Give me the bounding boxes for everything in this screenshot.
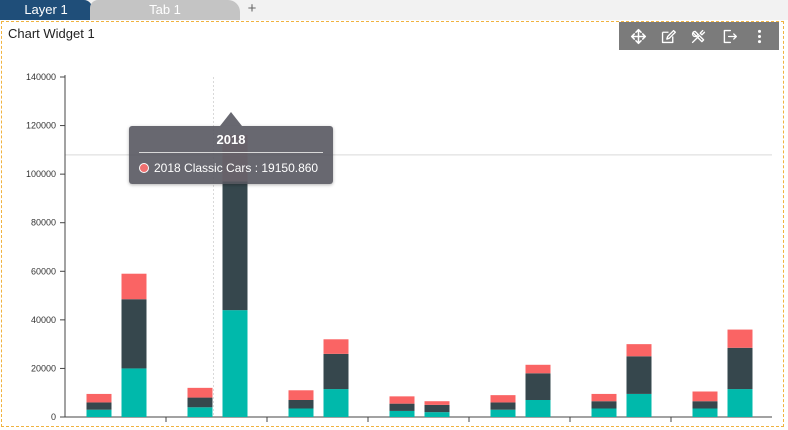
y-tick-label: 120000	[26, 121, 56, 131]
tooltip-row: 2018 Classic Cars : 19150.860	[139, 161, 318, 175]
bar-segment-2019[interactable]	[424, 404, 450, 413]
bar-segment-2018[interactable]	[187, 387, 213, 398]
bar-segment-2018[interactable]	[727, 329, 753, 348]
bar-segment-2020[interactable]	[389, 410, 415, 417]
tooltip-label: 2018 Classic Cars : 19150.860	[154, 161, 319, 175]
y-tick-label: 140000	[26, 72, 56, 82]
y-tick-label: 20000	[31, 363, 56, 373]
bar-segment-2018[interactable]	[323, 339, 349, 354]
chart-widget[interactable]: Chart Widget 1	[1, 21, 784, 427]
bar-segment-2019[interactable]	[222, 181, 248, 311]
add-tab-button[interactable]: +	[247, 0, 257, 17]
bar-segment-2020[interactable]	[121, 368, 147, 417]
bar-segment-2019[interactable]	[490, 402, 516, 410]
bar-segment-2020[interactable]	[323, 389, 349, 417]
bar-segment-2019[interactable]	[121, 299, 147, 369]
bar-segment-2018[interactable]	[626, 344, 652, 357]
tab-bar: Layer 1 Tab 1 +	[0, 0, 788, 20]
bar-segment-2020[interactable]	[424, 412, 450, 417]
bar-segment-2020[interactable]	[86, 409, 112, 417]
bar-segment-2020[interactable]	[187, 407, 213, 417]
chart-tooltip: 2018 2018 Classic Cars : 19150.860	[129, 112, 333, 184]
bar-segment-2019[interactable]	[626, 356, 652, 394]
tab-tab-1[interactable]: Tab 1	[90, 0, 240, 20]
y-tick-label: 0	[51, 412, 56, 422]
tooltip-divider	[139, 152, 323, 153]
bar-segment-2018[interactable]	[288, 390, 314, 400]
stacked-bar-chart[interactable]: 020000400006000080000100000120000140000V…	[2, 43, 783, 427]
bar-segment-2018[interactable]	[490, 395, 516, 403]
tools-icon[interactable]	[686, 23, 712, 49]
bar-segment-2019[interactable]	[323, 353, 349, 390]
tooltip-series-dot	[139, 163, 149, 173]
bar-segment-2018[interactable]	[591, 393, 617, 402]
bar-segment-2018[interactable]	[424, 401, 450, 405]
widget-title: Chart Widget 1	[8, 26, 95, 41]
bar-segment-2018[interactable]	[692, 391, 718, 402]
bar-segment-2019[interactable]	[288, 400, 314, 409]
y-tick-label: 100000	[26, 169, 56, 179]
bar-segment-2018[interactable]	[86, 393, 112, 403]
bar-segment-2020[interactable]	[626, 393, 652, 417]
bar-segment-2019[interactable]	[187, 397, 213, 408]
export-icon[interactable]	[716, 23, 742, 49]
bar-segment-2020[interactable]	[222, 310, 248, 417]
bar-segment-2020[interactable]	[490, 409, 516, 417]
y-tick-label: 60000	[31, 266, 56, 276]
tab-layer-1[interactable]: Layer 1	[0, 0, 92, 20]
tooltip-title: 2018	[216, 132, 246, 147]
bar-segment-2019[interactable]	[692, 401, 718, 409]
y-tick-label: 80000	[31, 218, 56, 228]
bar-segment-2018[interactable]	[121, 273, 147, 300]
y-tick-label: 40000	[31, 315, 56, 325]
bar-segment-2020[interactable]	[288, 408, 314, 418]
bar-segment-2019[interactable]	[727, 347, 753, 390]
bar-segment-2020[interactable]	[692, 408, 718, 418]
bar-segment-2018[interactable]	[525, 364, 551, 374]
bar-segment-2020[interactable]	[525, 400, 551, 417]
bar-segment-2019[interactable]	[525, 373, 551, 400]
bar-segment-2018[interactable]	[389, 396, 415, 404]
bar-segment-2019[interactable]	[86, 402, 112, 410]
bar-segment-2019[interactable]	[591, 401, 617, 409]
widget-toolbar	[619, 22, 779, 50]
bar-segment-2020[interactable]	[727, 389, 753, 417]
move-icon[interactable]	[625, 23, 651, 49]
edit-icon[interactable]	[656, 23, 682, 49]
more-icon[interactable]	[747, 23, 773, 49]
bar-segment-2019[interactable]	[389, 403, 415, 411]
bar-segment-2020[interactable]	[591, 408, 617, 418]
